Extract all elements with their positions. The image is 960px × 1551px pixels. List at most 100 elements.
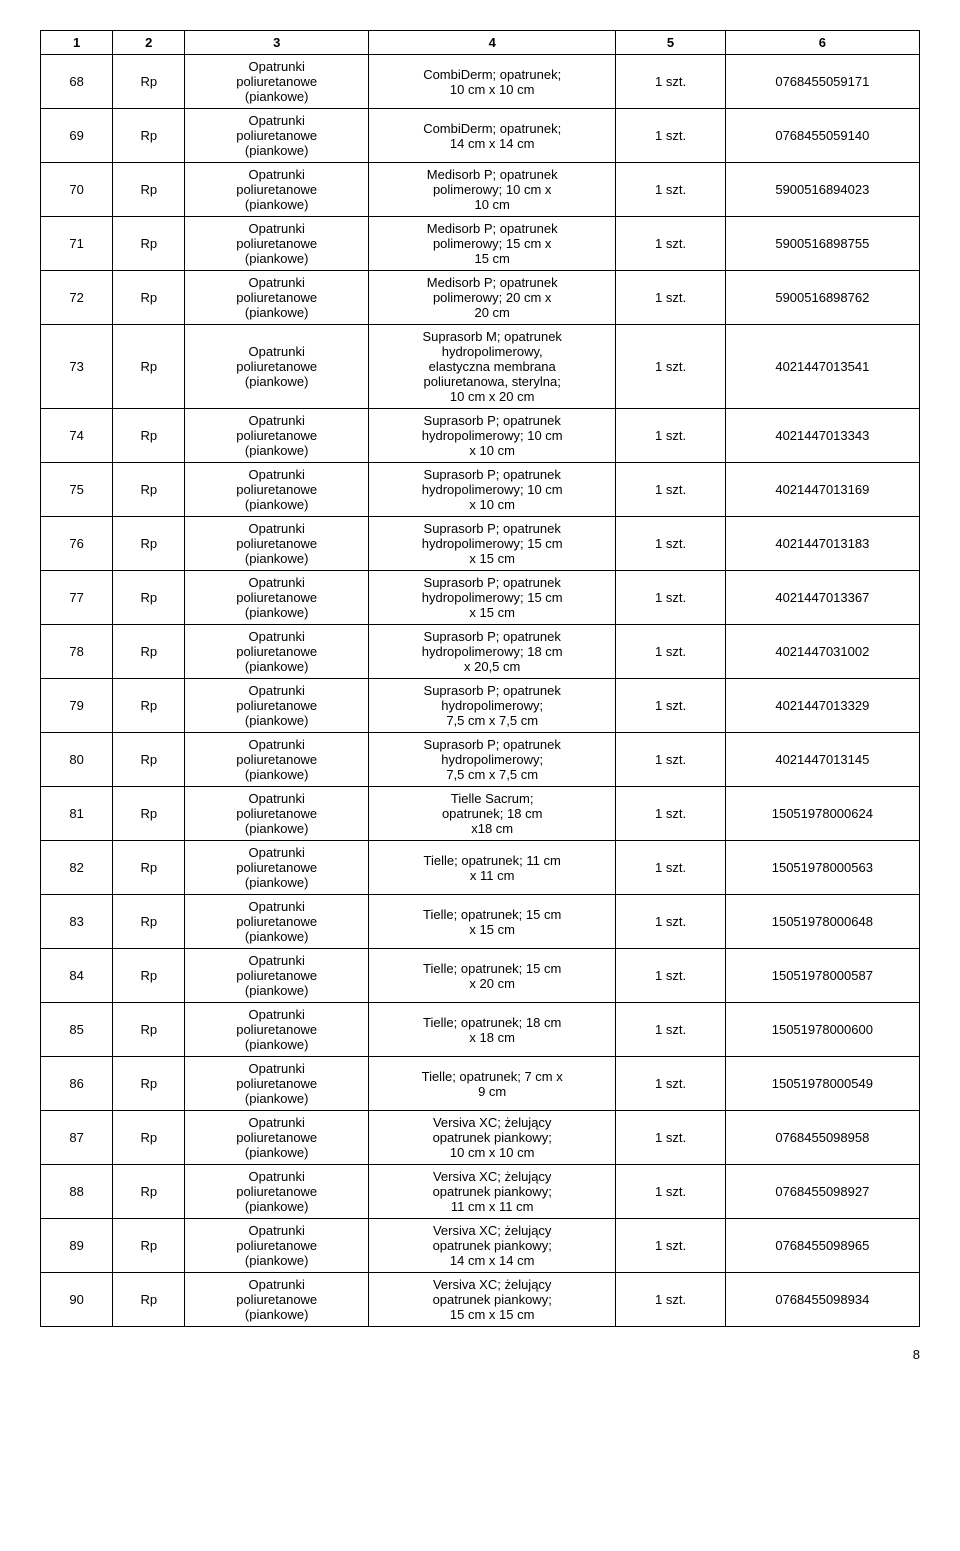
cell-category: Opatrunki poliuretanowe (piankowe): [185, 949, 369, 1003]
cell-type: Rp: [113, 571, 185, 625]
cell-code: 4021447013169: [725, 463, 919, 517]
cell-qty: 1 szt.: [616, 409, 725, 463]
cell-qty: 1 szt.: [616, 463, 725, 517]
cell-type: Rp: [113, 625, 185, 679]
cell-index: 70: [41, 163, 113, 217]
cell-category: Opatrunki poliuretanowe (piankowe): [185, 733, 369, 787]
cell-type: Rp: [113, 409, 185, 463]
cell-code: 4021447031002: [725, 625, 919, 679]
cell-index: 86: [41, 1057, 113, 1111]
cell-index: 81: [41, 787, 113, 841]
cell-code: 0768455098965: [725, 1219, 919, 1273]
cell-category: Opatrunki poliuretanowe (piankowe): [185, 409, 369, 463]
cell-category: Opatrunki poliuretanowe (piankowe): [185, 1273, 369, 1327]
cell-category: Opatrunki poliuretanowe (piankowe): [185, 787, 369, 841]
cell-code: 4021447013343: [725, 409, 919, 463]
cell-qty: 1 szt.: [616, 841, 725, 895]
cell-code: 0768455059171: [725, 55, 919, 109]
cell-description: Tielle; opatrunek; 18 cm x 18 cm: [369, 1003, 616, 1057]
header-row: 1 2 3 4 5 6: [41, 31, 920, 55]
cell-description: Suprasorb P; opatrunek hydropolimerowy; …: [369, 733, 616, 787]
table-row: 71RpOpatrunki poliuretanowe (piankowe)Me…: [41, 217, 920, 271]
cell-description: Medisorb P; opatrunek polimerowy; 15 cm …: [369, 217, 616, 271]
cell-description: Suprasorb P; opatrunek hydropolimerowy; …: [369, 679, 616, 733]
cell-type: Rp: [113, 895, 185, 949]
table-row: 73RpOpatrunki poliuretanowe (piankowe)Su…: [41, 325, 920, 409]
cell-type: Rp: [113, 1273, 185, 1327]
cell-code: 15051978000563: [725, 841, 919, 895]
cell-code: 4021447013145: [725, 733, 919, 787]
cell-type: Rp: [113, 679, 185, 733]
table-row: 78RpOpatrunki poliuretanowe (piankowe)Su…: [41, 625, 920, 679]
cell-qty: 1 szt.: [616, 517, 725, 571]
table-row: 77RpOpatrunki poliuretanowe (piankowe)Su…: [41, 571, 920, 625]
cell-type: Rp: [113, 787, 185, 841]
cell-index: 76: [41, 517, 113, 571]
table-row: 87RpOpatrunki poliuretanowe (piankowe)Ve…: [41, 1111, 920, 1165]
cell-index: 83: [41, 895, 113, 949]
cell-type: Rp: [113, 841, 185, 895]
cell-description: Medisorb P; opatrunek polimerowy; 10 cm …: [369, 163, 616, 217]
table-row: 84RpOpatrunki poliuretanowe (piankowe)Ti…: [41, 949, 920, 1003]
cell-category: Opatrunki poliuretanowe (piankowe): [185, 1057, 369, 1111]
table-row: 81RpOpatrunki poliuretanowe (piankowe)Ti…: [41, 787, 920, 841]
cell-index: 82: [41, 841, 113, 895]
cell-index: 77: [41, 571, 113, 625]
cell-index: 71: [41, 217, 113, 271]
cell-description: Tielle; opatrunek; 15 cm x 20 cm: [369, 949, 616, 1003]
cell-description: Tielle; opatrunek; 7 cm x 9 cm: [369, 1057, 616, 1111]
table-row: 79RpOpatrunki poliuretanowe (piankowe)Su…: [41, 679, 920, 733]
cell-index: 68: [41, 55, 113, 109]
cell-index: 79: [41, 679, 113, 733]
cell-index: 74: [41, 409, 113, 463]
cell-code: 15051978000600: [725, 1003, 919, 1057]
cell-type: Rp: [113, 217, 185, 271]
cell-qty: 1 szt.: [616, 1057, 725, 1111]
cell-type: Rp: [113, 55, 185, 109]
data-table: 1 2 3 4 5 6 68RpOpatrunki poliuretanowe …: [40, 30, 920, 1327]
cell-category: Opatrunki poliuretanowe (piankowe): [185, 217, 369, 271]
page-number: 8: [40, 1347, 920, 1362]
cell-qty: 1 szt.: [616, 949, 725, 1003]
cell-code: 0768455098958: [725, 1111, 919, 1165]
cell-type: Rp: [113, 463, 185, 517]
cell-qty: 1 szt.: [616, 679, 725, 733]
cell-qty: 1 szt.: [616, 163, 725, 217]
table-row: 90RpOpatrunki poliuretanowe (piankowe)Ve…: [41, 1273, 920, 1327]
table-row: 69RpOpatrunki poliuretanowe (piankowe)Co…: [41, 109, 920, 163]
cell-qty: 1 szt.: [616, 895, 725, 949]
table-row: 72RpOpatrunki poliuretanowe (piankowe)Me…: [41, 271, 920, 325]
cell-index: 88: [41, 1165, 113, 1219]
cell-type: Rp: [113, 949, 185, 1003]
header-1: 1: [41, 31, 113, 55]
cell-category: Opatrunki poliuretanowe (piankowe): [185, 571, 369, 625]
table-row: 88RpOpatrunki poliuretanowe (piankowe)Ve…: [41, 1165, 920, 1219]
header-4: 4: [369, 31, 616, 55]
cell-description: Suprasorb M; opatrunek hydropolimerowy, …: [369, 325, 616, 409]
cell-description: Tielle; opatrunek; 15 cm x 15 cm: [369, 895, 616, 949]
cell-type: Rp: [113, 1219, 185, 1273]
table-row: 70RpOpatrunki poliuretanowe (piankowe)Me…: [41, 163, 920, 217]
table-row: 80RpOpatrunki poliuretanowe (piankowe)Su…: [41, 733, 920, 787]
cell-qty: 1 szt.: [616, 109, 725, 163]
header-3: 3: [185, 31, 369, 55]
cell-index: 80: [41, 733, 113, 787]
cell-type: Rp: [113, 109, 185, 163]
cell-category: Opatrunki poliuretanowe (piankowe): [185, 1111, 369, 1165]
cell-index: 72: [41, 271, 113, 325]
table-row: 89RpOpatrunki poliuretanowe (piankowe)Ve…: [41, 1219, 920, 1273]
cell-category: Opatrunki poliuretanowe (piankowe): [185, 55, 369, 109]
cell-code: 15051978000549: [725, 1057, 919, 1111]
cell-qty: 1 szt.: [616, 1003, 725, 1057]
cell-index: 69: [41, 109, 113, 163]
cell-code: 15051978000624: [725, 787, 919, 841]
cell-qty: 1 szt.: [616, 271, 725, 325]
cell-code: 0768455059140: [725, 109, 919, 163]
cell-category: Opatrunki poliuretanowe (piankowe): [185, 841, 369, 895]
cell-code: 4021447013541: [725, 325, 919, 409]
cell-category: Opatrunki poliuretanowe (piankowe): [185, 1003, 369, 1057]
cell-type: Rp: [113, 1165, 185, 1219]
cell-code: 4021447013183: [725, 517, 919, 571]
cell-code: 0768455098934: [725, 1273, 919, 1327]
cell-type: Rp: [113, 1057, 185, 1111]
